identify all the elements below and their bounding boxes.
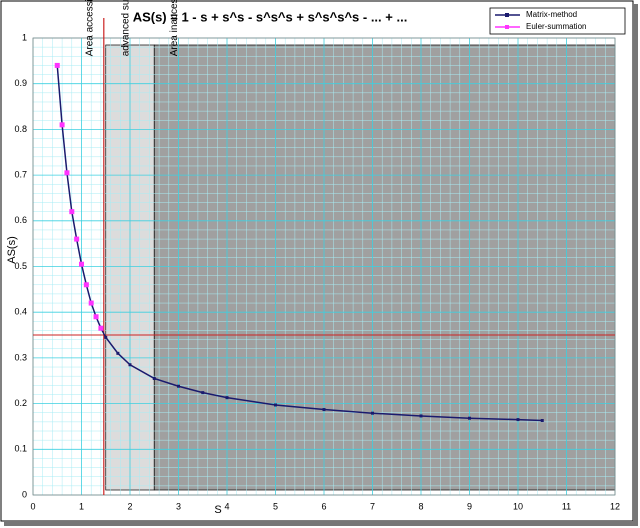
y-tick-label: 0.7: [14, 169, 27, 179]
point: [88, 300, 94, 306]
x-tick-label: 0: [30, 501, 35, 511]
x-tick-label: 12: [610, 501, 620, 511]
point: [64, 170, 70, 176]
x-tick-label: 2: [127, 501, 132, 511]
point: [152, 376, 156, 380]
point: [98, 325, 104, 331]
legend-swatch: [505, 25, 509, 29]
region-label: Area accessible for conventional summati…: [84, 0, 95, 56]
point: [516, 418, 520, 422]
point: [59, 122, 65, 128]
y-tick-label: 0.5: [14, 261, 27, 271]
x-tick-label: 11: [562, 501, 571, 511]
y-tick-label: 0.4: [14, 307, 27, 317]
x-axis-title: S: [214, 504, 221, 516]
x-tick-label: 6: [321, 501, 326, 511]
point: [128, 363, 132, 367]
chart-title: AS(s) = 1 - s + s^s - s^s^s + s^s^s^s - …: [133, 9, 408, 24]
point: [274, 403, 277, 407]
y-tick-label: 0.6: [14, 215, 27, 225]
x-tick-label: 5: [273, 501, 278, 511]
point: [69, 209, 75, 215]
x-tick-label: 7: [370, 501, 375, 511]
frame-shadow: [4, 521, 636, 526]
point: [225, 396, 229, 400]
legend-label: Euler-summation: [526, 22, 586, 31]
y-tick-label: 0.9: [14, 78, 27, 88]
y-axis-title: AS(s): [6, 236, 18, 264]
legend: [489, 7, 626, 35]
point: [322, 408, 326, 412]
x-tick-label: 4: [224, 501, 229, 511]
y-tick-label: 0.8: [14, 124, 27, 134]
point: [371, 411, 374, 415]
x-tick-label: 3: [176, 501, 181, 511]
y-tick-label: 0.3: [14, 352, 27, 362]
point: [74, 236, 80, 242]
y-tick-label: 0.1: [14, 444, 27, 454]
y-tick-label: 1: [22, 32, 27, 42]
point: [83, 282, 89, 288]
series-line: [56, 65, 543, 422]
region: [153, 44, 616, 491]
region-label: advanced summation techniques required: [120, 0, 131, 56]
point: [468, 416, 471, 420]
point: [93, 314, 99, 320]
x-tick-label: 9: [467, 501, 472, 511]
x-tick-label: 10: [513, 501, 523, 511]
x-tick-label: 1: [79, 501, 84, 511]
point: [79, 261, 84, 267]
point: [116, 351, 120, 355]
point: [201, 391, 205, 395]
frame-shadow: [633, 4, 638, 526]
legend-label: Matrix-method: [526, 10, 577, 19]
region-label: Area inaccessible by conventional summat…: [169, 0, 180, 56]
y-tick-label: 0: [22, 489, 27, 499]
point: [540, 419, 544, 423]
point: [177, 384, 180, 388]
point: [54, 62, 60, 68]
plot-area: [32, 37, 616, 496]
point: [104, 335, 108, 339]
plot-border: [32, 37, 616, 496]
legend-swatch: [505, 13, 509, 17]
x-tick-label: 8: [418, 501, 423, 511]
y-tick-label: 0.2: [14, 398, 27, 408]
point: [419, 414, 423, 418]
